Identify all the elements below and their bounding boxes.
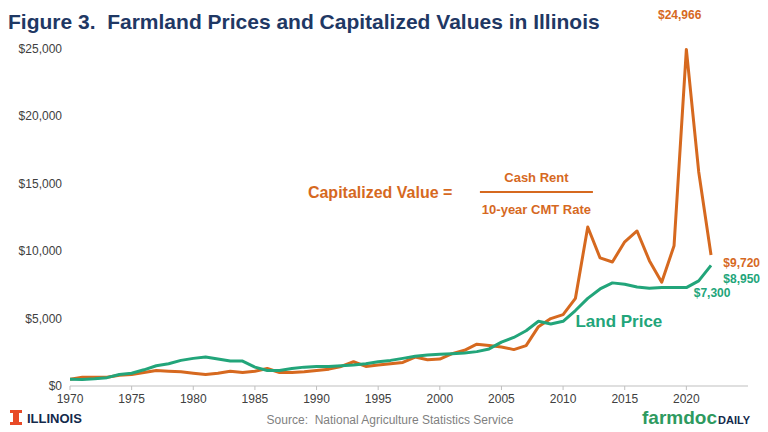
- source: Source: National Agriculture Statistics …: [267, 413, 514, 427]
- site-logo-main: farmdoc: [642, 407, 717, 428]
- x-tick-label: 1980: [180, 392, 207, 406]
- y-tick-label: $0: [49, 379, 63, 393]
- annotation: $7,300: [694, 286, 731, 300]
- x-tick: [624, 386, 625, 390]
- site-logo-suffix: DAILY: [718, 414, 751, 426]
- x-tick-label: 1990: [303, 392, 330, 406]
- y-tick: [67, 49, 70, 50]
- title: Figure 3. Farmland Prices and Capitalize…: [8, 10, 600, 33]
- y-tick: [67, 251, 70, 252]
- x-axis-line: [70, 386, 748, 387]
- x-tick-label: 2010: [550, 392, 577, 406]
- formula-numerator: Cash Rent: [504, 170, 569, 185]
- y-tick-label: $5,000: [25, 312, 62, 326]
- x-tick: [686, 386, 687, 390]
- x-tick: [501, 386, 502, 390]
- series-line: [70, 265, 711, 379]
- university-logo-text: ILLINOIS: [27, 411, 82, 426]
- y-tick-label: $15,000: [19, 177, 63, 191]
- x-tick: [254, 386, 255, 390]
- y-tick: [67, 116, 70, 117]
- series-line: [70, 49, 711, 379]
- site-logo: farmdocDAILY: [642, 407, 751, 428]
- x-tick: [378, 386, 379, 390]
- x-tick-label: 2020: [673, 392, 700, 406]
- y-tick-label: $25,000: [19, 42, 63, 56]
- x-tick: [439, 386, 440, 390]
- annotation: $9,720: [723, 256, 760, 270]
- x-tick-label: 1985: [242, 392, 269, 406]
- annotation: $8,950: [723, 272, 760, 286]
- x-tick-label: 1995: [365, 392, 392, 406]
- illinois-logo: ILLINOIS: [10, 410, 82, 426]
- x-tick-label: 1975: [118, 392, 145, 406]
- y-tick-label: $20,000: [19, 109, 63, 123]
- x-tick: [563, 386, 564, 390]
- y-tick: [67, 318, 70, 319]
- y-tick: [67, 183, 70, 184]
- x-tick-label: 2015: [611, 392, 638, 406]
- chart: Figure 3. Farmland Prices and Capitalize…: [0, 0, 768, 432]
- annotation: Land Price: [575, 312, 662, 331]
- formula-label: Capitalized Value =: [308, 184, 453, 201]
- annotation: $24,966: [658, 8, 702, 22]
- x-tick: [316, 386, 317, 390]
- logo-icon: [10, 410, 22, 425]
- formula-denominator: 10-year CMT Rate: [482, 202, 591, 217]
- x-tick-label: 2005: [488, 392, 515, 406]
- x-tick: [193, 386, 194, 390]
- x-tick: [70, 386, 71, 390]
- x-tick: [131, 386, 132, 390]
- x-tick-label: 2000: [426, 392, 453, 406]
- plot-area: [70, 49, 711, 379]
- x-tick-label: 1970: [57, 392, 84, 406]
- fraction-bar: [480, 191, 593, 193]
- y-tick-label: $10,000: [19, 244, 63, 258]
